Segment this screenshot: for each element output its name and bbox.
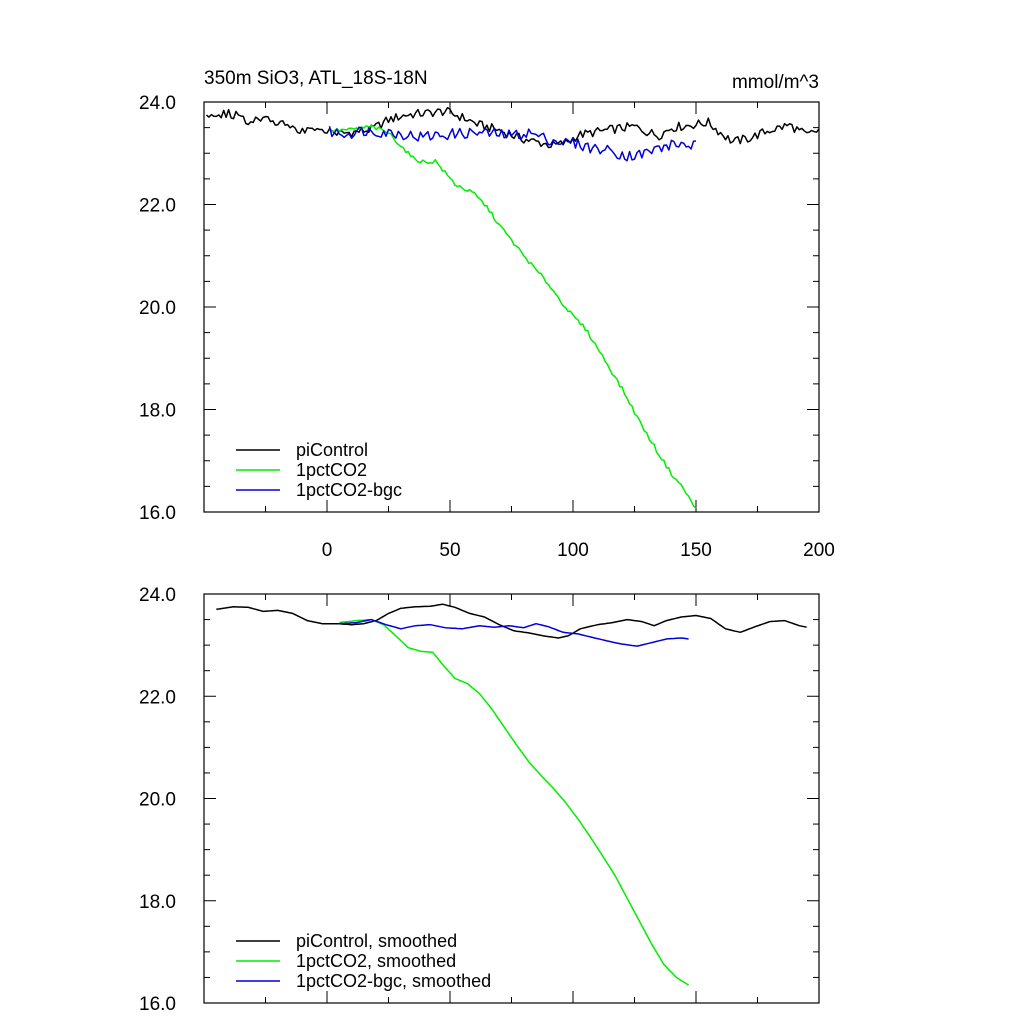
series-line-1pctco2 [328, 124, 697, 509]
series-line-1pctco2-smoothed [339, 618, 689, 986]
y-tick-label: 16.0 [139, 503, 176, 524]
y-tick-label: 16.0 [139, 994, 176, 1015]
legend-label: piControl, smoothed [296, 931, 457, 951]
x-tick-label: 50 [439, 540, 460, 561]
series-line-picontrol [206, 106, 820, 149]
y-tick-label: 22.0 [139, 687, 176, 708]
x-tick-label: 100 [557, 540, 589, 561]
legend-label: piControl [296, 440, 368, 460]
y-tick-label: 22.0 [139, 196, 176, 217]
legend-label: 1pctCO2 [296, 460, 367, 480]
x-tick-label: 200 [803, 540, 835, 561]
y-tick-label: 18.0 [139, 892, 176, 913]
series-line-picontrol-smoothed [216, 603, 807, 639]
y-tick-label: 24.0 [139, 585, 176, 606]
x-tick-label: 150 [680, 540, 712, 561]
chart-title: 350m SiO3, ATL_18S-18N [204, 68, 428, 89]
chart-panel-1: 16.0 18.0 20.0 22.0 24.0 0 50 100 150 200 piContro… [139, 93, 835, 561]
series-line-1pctco2-bgc [328, 126, 697, 162]
series-line-1pctco2-bgc-smoothed [339, 618, 689, 647]
units-label: mmol/m^3 [732, 72, 819, 93]
x-tick-label: 0 [322, 540, 333, 561]
y-tick-label: 24.0 [139, 93, 176, 114]
legend-label: 1pctCO2, smoothed [296, 951, 456, 971]
y-tick-label: 20.0 [139, 790, 176, 811]
legend-label: 1pctCO2-bgc, smoothed [296, 971, 491, 991]
y-tick-label: 18.0 [139, 401, 176, 422]
y-tick-label: 20.0 [139, 298, 176, 319]
legend-label: 1pctCO2-bgc [296, 480, 402, 500]
